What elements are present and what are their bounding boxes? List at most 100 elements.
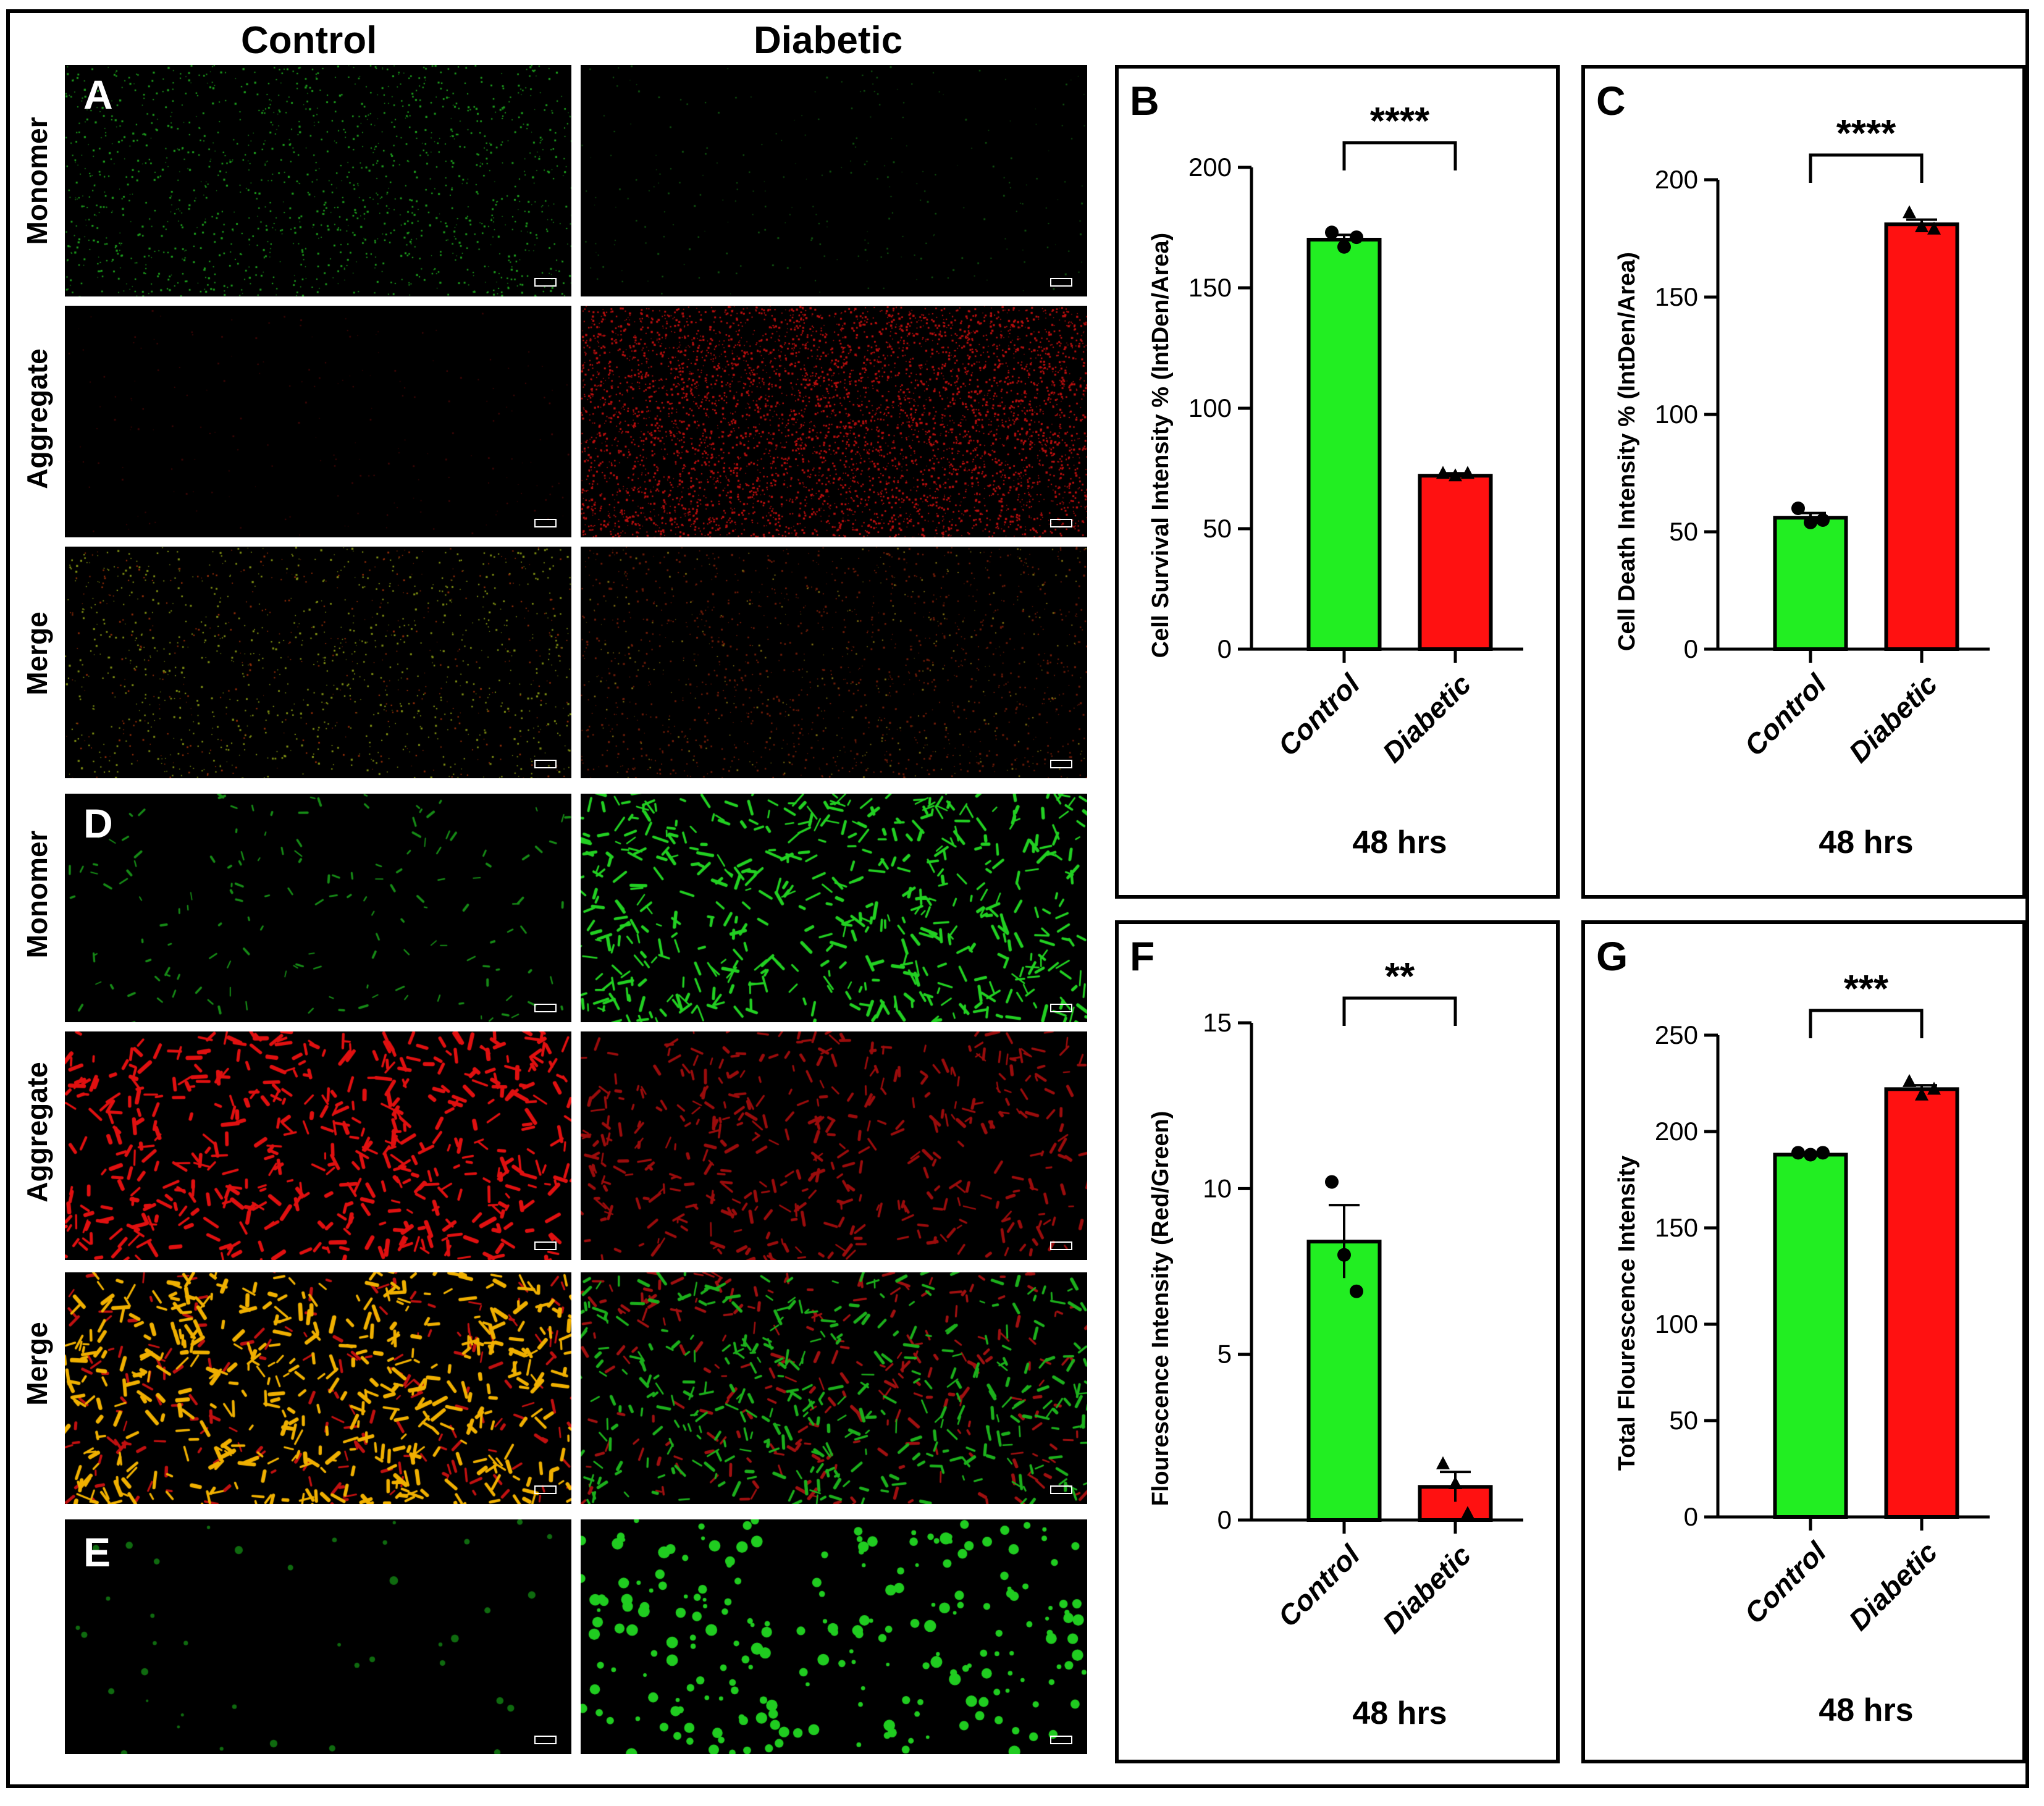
micrograph-a-control-merge-image bbox=[65, 547, 571, 778]
micrograph-e-control-image bbox=[65, 1519, 571, 1754]
chart-f-svg: F 0 5 10 15 Flourescence Intensity (Red/Green… bbox=[1130, 933, 1523, 1731]
panel-letter: C bbox=[1596, 78, 1626, 124]
bar-control bbox=[1306, 1240, 1382, 1522]
data-point bbox=[1903, 205, 1916, 219]
significance-stars: **** bbox=[1370, 100, 1430, 143]
x-axis-label: 48 hrs bbox=[1352, 825, 1447, 860]
y-tick-label: 15 bbox=[1203, 1008, 1232, 1037]
row-label-d-monomer: Monomer bbox=[21, 830, 53, 959]
micrograph-d-control-aggregate bbox=[65, 1031, 571, 1260]
data-point bbox=[1816, 513, 1830, 527]
x-tick-label: Diabetic bbox=[1843, 1535, 1943, 1636]
data-point bbox=[1436, 1456, 1450, 1469]
data-point bbox=[1350, 230, 1363, 245]
scale-bar bbox=[534, 519, 557, 527]
panel-letter-e: E bbox=[83, 1529, 111, 1575]
scale-bar bbox=[1050, 1736, 1072, 1744]
bar-control bbox=[1773, 516, 1848, 652]
chart-panel-b: B 0 50 100 150 200 Cell Survival Intensity % (… bbox=[1115, 65, 1560, 899]
data-point bbox=[1816, 1146, 1830, 1160]
scale-bar bbox=[1050, 1241, 1072, 1250]
x-tick-label: Control bbox=[1738, 1535, 1833, 1629]
micrograph-a-control-monomer-image bbox=[65, 65, 571, 296]
x-tick-label: Control bbox=[1272, 667, 1366, 762]
micrograph-a-diabetic-merge bbox=[581, 547, 1087, 778]
chart-c-svg: C 0 50 100 150 200 Cell Death Intensity % (Int… bbox=[1596, 78, 1990, 860]
y-tick-label: 50 bbox=[1669, 517, 1698, 546]
micrograph-a-control-aggregate bbox=[65, 306, 571, 537]
y-tick-label: 250 bbox=[1655, 1020, 1698, 1049]
micrograph-a-diabetic-merge-image bbox=[581, 547, 1087, 778]
y-axis-label: Cell Survival Intensity % (IntDen/Area) bbox=[1148, 233, 1174, 658]
data-point bbox=[1436, 466, 1450, 479]
micrograph-d-control-merge bbox=[65, 1272, 571, 1504]
panel-letter: B bbox=[1130, 78, 1159, 124]
x-tick-label: Diabetic bbox=[1376, 1539, 1477, 1639]
micrograph-a-diabetic-aggregate bbox=[581, 306, 1087, 537]
bar-control bbox=[1773, 1153, 1848, 1519]
micrograph-a-diabetic-aggregate-image bbox=[581, 306, 1087, 537]
y-tick-label: 150 bbox=[1188, 273, 1232, 302]
micrograph-d-diabetic-monomer-image bbox=[581, 794, 1087, 1022]
bar-control bbox=[1306, 238, 1382, 651]
scale-bar bbox=[1050, 760, 1072, 768]
micrograph-d-diabetic-merge-image bbox=[581, 1272, 1087, 1504]
data-point bbox=[1915, 219, 1928, 232]
bar-diabetic bbox=[1884, 222, 1959, 651]
data-point bbox=[1791, 502, 1805, 515]
y-tick-label: 100 bbox=[1655, 400, 1698, 429]
y-tick-label: 200 bbox=[1655, 165, 1698, 194]
significance-bracket bbox=[1342, 141, 1457, 170]
y-tick-label: 0 bbox=[1218, 634, 1232, 663]
scale-bar bbox=[534, 1736, 557, 1744]
micrograph-e-diabetic-image bbox=[581, 1519, 1087, 1754]
micrograph-d-control-monomer-image bbox=[65, 794, 571, 1022]
micrograph-d-control-monomer bbox=[65, 794, 571, 1022]
figure-frame bbox=[6, 9, 2029, 1788]
y-tick-label: 150 bbox=[1655, 282, 1698, 311]
x-tick-label: Diabetic bbox=[1843, 668, 1943, 768]
column-header-control: Control bbox=[241, 19, 377, 62]
data-point bbox=[1903, 1073, 1916, 1087]
column-header-diabetic: Diabetic bbox=[754, 19, 903, 62]
micrograph-d-diabetic-aggregate bbox=[581, 1031, 1087, 1260]
data-point bbox=[1461, 466, 1474, 479]
micrograph-e-diabetic bbox=[581, 1519, 1087, 1754]
bar-diabetic bbox=[1884, 1087, 1959, 1519]
micrograph-d-diabetic-aggregate-image bbox=[581, 1031, 1087, 1260]
y-tick-label: 200 bbox=[1655, 1117, 1698, 1146]
data-point bbox=[1804, 515, 1817, 529]
micrograph-e-control bbox=[65, 1519, 571, 1754]
data-point bbox=[1337, 1248, 1351, 1262]
panel-letter: F bbox=[1130, 933, 1154, 979]
panel-letter-a: A bbox=[83, 72, 113, 117]
micrograph-a-diabetic-monomer-image bbox=[581, 65, 1087, 296]
scale-bar bbox=[1050, 1485, 1072, 1494]
y-tick-label: 0 bbox=[1684, 634, 1698, 663]
micrograph-a-control-aggregate-image bbox=[65, 306, 571, 537]
data-point bbox=[1325, 1175, 1339, 1189]
micrograph-d-control-merge-image bbox=[65, 1272, 571, 1504]
x-axis-label: 48 hrs bbox=[1819, 825, 1913, 860]
y-tick-label: 150 bbox=[1655, 1213, 1698, 1242]
micrograph-a-control-merge bbox=[65, 547, 571, 778]
y-tick-label: 50 bbox=[1203, 514, 1232, 543]
scale-bar bbox=[534, 1004, 557, 1012]
chart-panel-g: G 0 50 100 150 200 250 Total Flourescence Inten… bbox=[1581, 920, 2026, 1763]
scale-bar bbox=[534, 278, 557, 287]
scale-bar bbox=[534, 1485, 557, 1494]
micrograph-a-diabetic-monomer bbox=[581, 65, 1087, 296]
x-axis-label: 48 hrs bbox=[1352, 1695, 1447, 1731]
row-label-a-aggregate: Aggregate bbox=[21, 348, 53, 489]
bar-diabetic bbox=[1418, 474, 1493, 651]
y-tick-label: 10 bbox=[1203, 1174, 1232, 1203]
y-tick-label: 50 bbox=[1669, 1406, 1698, 1435]
scale-bar bbox=[1050, 278, 1072, 287]
x-tick-label: Control bbox=[1738, 667, 1833, 762]
y-tick-label: 100 bbox=[1655, 1309, 1698, 1338]
data-point bbox=[1461, 1506, 1474, 1519]
y-tick-label: 200 bbox=[1188, 153, 1232, 182]
data-point bbox=[1791, 1146, 1805, 1160]
significance-bracket bbox=[1809, 1009, 1924, 1038]
x-tick-label: Control bbox=[1272, 1538, 1366, 1632]
